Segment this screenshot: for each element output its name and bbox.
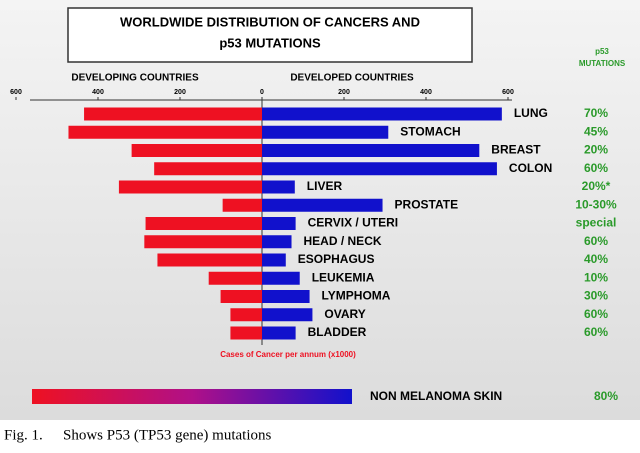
x-tick-label: 0 (260, 89, 264, 96)
bar (262, 308, 313, 322)
mutation-label: 45% (584, 124, 608, 138)
x-tick-label: 400 (92, 89, 104, 96)
category-label: OVARY (324, 307, 365, 321)
bar (222, 198, 262, 212)
bar (262, 107, 502, 121)
category-label: LYMPHOMA (322, 289, 391, 303)
bar (230, 326, 262, 340)
category-label: LUNG (514, 106, 548, 120)
x-tick-label: 600 (502, 89, 514, 96)
extra-label: NON MELANOMA SKIN (370, 389, 502, 403)
x-tick-label: 200 (174, 89, 186, 96)
mutation-label: 20%* (582, 179, 611, 193)
bar (157, 253, 262, 267)
mutation-label: 40% (584, 252, 608, 266)
bar (118, 180, 262, 194)
mutation-label: 10% (584, 270, 608, 284)
caption-text: Shows P53 (TP53 gene) mutations (63, 427, 271, 443)
bar (262, 144, 480, 157)
extra-mutation: 80% (594, 389, 618, 403)
series-label: DEVELOPING COUNTRIES (71, 73, 199, 84)
mutation-label: 20% (584, 143, 608, 157)
mutation-label: special (576, 216, 617, 230)
bar (262, 235, 292, 249)
mutation-label: 60% (584, 307, 608, 321)
category-label: COLON (509, 161, 552, 175)
series-label: DEVELOPED COUNTRIES (290, 73, 414, 84)
category-label: ESOPHAGUS (298, 252, 375, 266)
bar (262, 271, 300, 285)
mutation-label: 70% (584, 106, 608, 120)
bar (144, 235, 262, 249)
bar (208, 271, 262, 285)
category-label: STOMACH (400, 124, 460, 138)
chart-title: p53 MUTATIONS (219, 35, 321, 50)
mutation-label: 60% (584, 325, 608, 339)
bar (262, 326, 296, 340)
category-label: HEAD / NECK (304, 234, 382, 248)
x-tick-label: 400 (420, 89, 432, 96)
bar (154, 162, 262, 176)
title-box (67, 7, 473, 63)
bar (262, 162, 497, 176)
skin-bar (32, 389, 352, 404)
category-label: LIVER (307, 179, 343, 193)
x-tick-label: 600 (10, 89, 22, 96)
mutation-header: p53 (595, 47, 609, 56)
category-label: PROSTATE (395, 197, 459, 211)
bar (262, 290, 310, 303)
bar (220, 290, 262, 303)
bar (230, 308, 262, 322)
bar (131, 144, 262, 157)
x-tick-label: 200 (338, 89, 350, 96)
category-label: BLADDER (308, 325, 367, 339)
bar (262, 253, 286, 267)
mutation-header: MUTATIONS (579, 59, 626, 68)
bar (262, 198, 383, 212)
caption-number: Fig. 1. (4, 427, 43, 443)
bar (262, 125, 389, 139)
bar (262, 180, 295, 194)
bar (84, 107, 262, 121)
bar (262, 217, 296, 230)
mutation-label: 60% (584, 234, 608, 248)
chart-title: WORLDWIDE DISTRIBUTION OF CANCERS AND (120, 14, 420, 29)
category-label: BREAST (491, 143, 541, 157)
mutation-label: 60% (584, 161, 608, 175)
category-label: LEUKEMIA (312, 270, 375, 284)
mutation-label: 30% (584, 289, 608, 303)
x-axis-label: Cases of Cancer per annum (x1000) (220, 350, 356, 359)
category-label: CERVIX / UTERI (308, 216, 398, 230)
mutation-label: 10-30% (575, 197, 617, 211)
bar (145, 217, 262, 230)
bar (68, 125, 262, 139)
